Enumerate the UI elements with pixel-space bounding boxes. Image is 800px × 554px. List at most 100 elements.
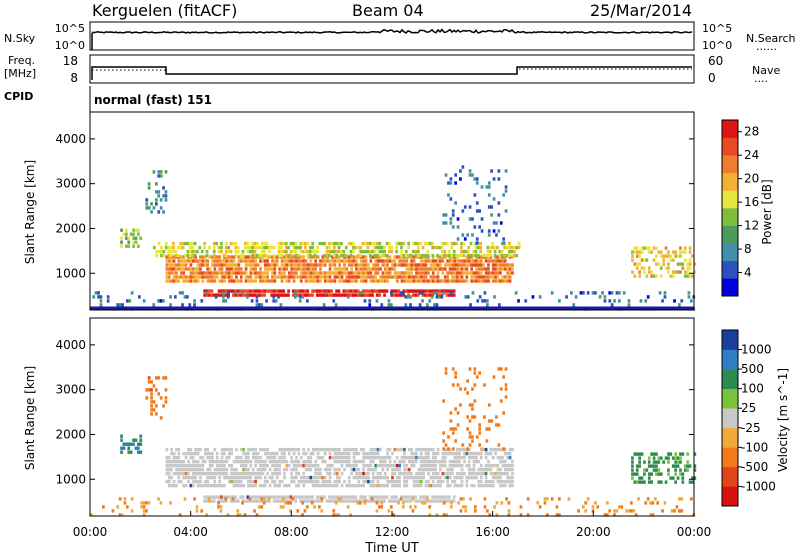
data-cell — [406, 295, 410, 299]
data-cell — [416, 249, 420, 254]
data-cell — [236, 509, 240, 513]
data-cell — [373, 245, 377, 250]
data-cell — [335, 451, 339, 456]
data-cell — [362, 479, 365, 484]
data-cell — [332, 253, 336, 258]
data-cell — [448, 253, 451, 258]
data-cell — [687, 295, 691, 299]
data-cell — [162, 249, 166, 254]
data-cell — [299, 275, 303, 279]
data-cell — [407, 471, 411, 476]
data-cell — [159, 170, 163, 174]
data-cell — [415, 263, 418, 267]
data-cell — [369, 467, 373, 472]
data-cell — [458, 259, 461, 263]
data-cell — [239, 275, 243, 279]
data-cell — [292, 249, 295, 254]
data-cell — [220, 293, 223, 297]
data-cell — [494, 259, 497, 263]
data-cell — [465, 267, 469, 271]
data-cell — [307, 267, 310, 271]
data-cell — [294, 249, 298, 254]
freq-label: Freq. — [8, 54, 35, 67]
data-cell — [688, 266, 692, 270]
data-cell — [280, 459, 284, 464]
data-cell — [275, 275, 279, 279]
data-cell — [251, 249, 254, 254]
data-cell — [484, 451, 488, 456]
data-cell — [189, 467, 193, 472]
data-cell — [195, 505, 199, 509]
data-cell — [362, 267, 365, 271]
data-cell — [160, 253, 163, 258]
data-cell — [674, 468, 677, 472]
data-cell — [284, 249, 288, 254]
data-cell — [369, 459, 373, 464]
data-cell — [292, 267, 296, 271]
data-cell — [378, 495, 382, 499]
data-cell — [285, 279, 289, 283]
data-cell — [162, 376, 165, 380]
data-cell — [422, 271, 425, 275]
data-cell — [226, 295, 230, 299]
data-cell — [412, 455, 416, 460]
data-cell — [482, 483, 485, 488]
data-cell — [650, 464, 653, 468]
data-cell — [376, 279, 380, 283]
data-cell — [289, 501, 292, 505]
data-cell — [475, 201, 479, 205]
data-cell — [201, 271, 205, 275]
data-cell — [335, 253, 338, 258]
data-cell — [511, 483, 514, 488]
data-cell — [352, 455, 356, 460]
data-cell — [403, 467, 406, 472]
data-cell — [381, 455, 385, 460]
data-cell — [455, 275, 459, 279]
data-cell — [331, 271, 334, 275]
data-cell — [162, 253, 166, 258]
data-cell — [480, 447, 484, 451]
data-cell — [477, 483, 481, 488]
data-cell — [169, 249, 173, 254]
data-cell — [230, 451, 233, 456]
data-cell — [187, 467, 190, 472]
data-cell — [249, 275, 253, 279]
data-cell — [436, 245, 439, 250]
data-cell — [244, 245, 247, 250]
data-cell — [647, 456, 651, 460]
data-cell — [307, 459, 310, 464]
data-cell — [555, 513, 559, 517]
data-cell — [275, 259, 279, 263]
data-cell — [424, 267, 428, 271]
data-cell — [342, 499, 346, 503]
data-cell — [455, 241, 458, 246]
data-cell — [412, 463, 416, 468]
data-cell — [391, 263, 394, 267]
data-cell — [323, 451, 327, 456]
data-cell — [440, 499, 444, 503]
data-cell — [299, 279, 303, 283]
data-cell — [475, 263, 478, 267]
data-cell — [287, 245, 290, 250]
data-cell — [647, 476, 651, 480]
data-cell — [232, 255, 236, 259]
data-cell — [402, 291, 405, 295]
data-cell — [473, 367, 477, 371]
data-cell — [468, 169, 472, 173]
data-cell — [266, 275, 269, 279]
data-cell — [364, 255, 368, 259]
data-cell — [177, 267, 181, 271]
data-cell — [319, 275, 322, 279]
data-cell — [182, 467, 185, 472]
data-cell — [304, 259, 308, 263]
data-cell — [140, 505, 144, 509]
nave-trace — [92, 68, 692, 75]
data-cell — [145, 202, 149, 206]
data-cell — [414, 249, 418, 254]
data-cell — [304, 267, 308, 271]
data-cell — [472, 259, 476, 263]
data-cell — [386, 467, 389, 472]
data-cell — [356, 289, 360, 293]
data-cell — [309, 275, 313, 279]
data-cell — [427, 479, 430, 484]
